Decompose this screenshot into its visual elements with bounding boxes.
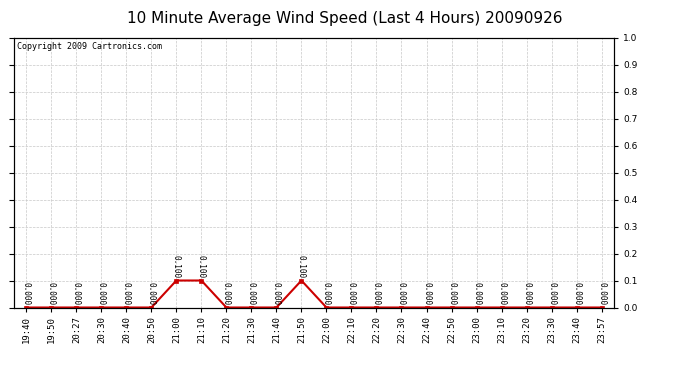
Text: 0.000: 0.000 [322, 282, 331, 305]
Text: 0.000: 0.000 [22, 282, 31, 305]
Text: 0.100: 0.100 [172, 255, 181, 278]
Text: 0.000: 0.000 [122, 282, 131, 305]
Text: 0.000: 0.000 [447, 282, 456, 305]
Text: 10 Minute Average Wind Speed (Last 4 Hours) 20090926: 10 Minute Average Wind Speed (Last 4 Hou… [127, 11, 563, 26]
Text: 0.000: 0.000 [47, 282, 56, 305]
Text: Copyright 2009 Cartronics.com: Copyright 2009 Cartronics.com [17, 42, 161, 51]
Text: 0.000: 0.000 [247, 282, 256, 305]
Text: 0.000: 0.000 [572, 282, 581, 305]
Text: 0.000: 0.000 [547, 282, 556, 305]
Text: 0.000: 0.000 [422, 282, 431, 305]
Text: 0.000: 0.000 [522, 282, 531, 305]
Text: 0.000: 0.000 [272, 282, 281, 305]
Text: 0.000: 0.000 [72, 282, 81, 305]
Text: 0.000: 0.000 [597, 282, 606, 305]
Text: 0.000: 0.000 [372, 282, 381, 305]
Text: 0.100: 0.100 [197, 255, 206, 278]
Text: 0.100: 0.100 [297, 255, 306, 278]
Text: 0.000: 0.000 [97, 282, 106, 305]
Text: 0.000: 0.000 [397, 282, 406, 305]
Text: 0.000: 0.000 [347, 282, 356, 305]
Text: 0.000: 0.000 [497, 282, 506, 305]
Text: 0.000: 0.000 [472, 282, 481, 305]
Text: 0.000: 0.000 [222, 282, 231, 305]
Text: 0.000: 0.000 [147, 282, 156, 305]
